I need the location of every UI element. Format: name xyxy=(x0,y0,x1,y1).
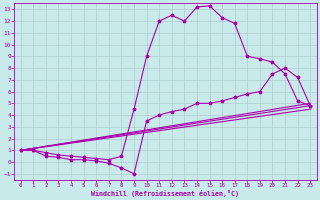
X-axis label: Windchill (Refroidissement éolien,°C): Windchill (Refroidissement éolien,°C) xyxy=(92,190,239,197)
